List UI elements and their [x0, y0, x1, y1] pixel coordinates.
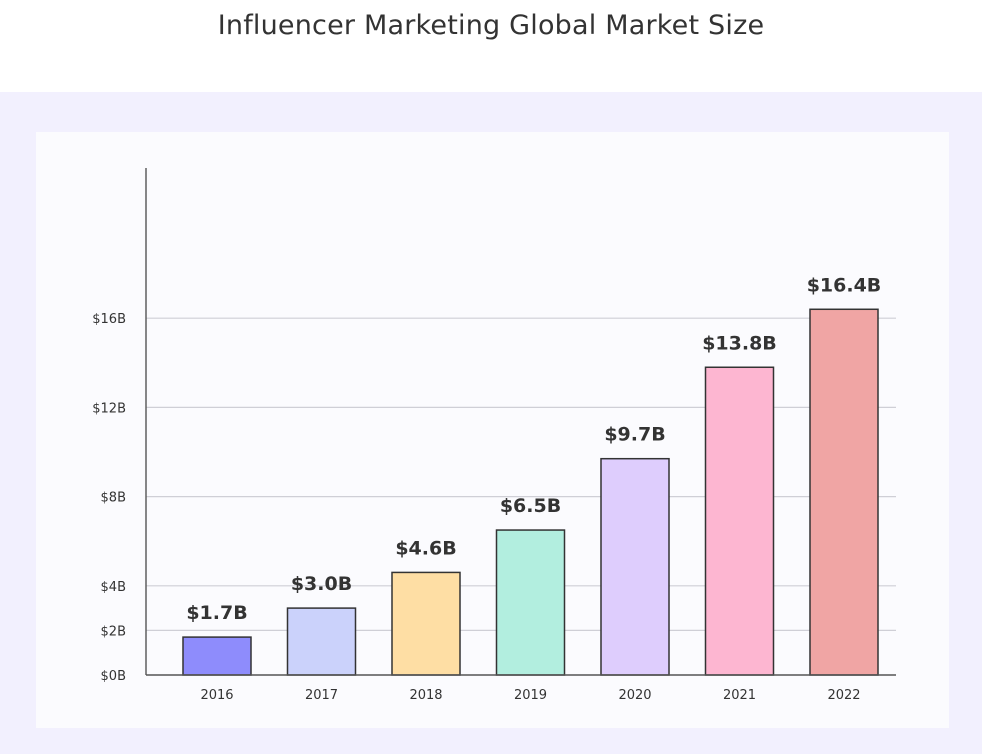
bar-2016	[182, 636, 252, 676]
x-tick-label: 2016	[200, 688, 233, 703]
x-tick-label: 2017	[305, 688, 338, 703]
x-tick-label: 2021	[723, 688, 756, 703]
bar-2021	[704, 366, 775, 676]
data-label: $3.0B	[291, 573, 352, 595]
data-label: $9.7B	[604, 424, 665, 446]
bar-2020	[600, 457, 670, 676]
data-label: $1.7B	[186, 602, 247, 624]
data-label: $16.4B	[807, 274, 882, 296]
data-label: $6.5B	[500, 495, 561, 517]
y-tick-label: $12B	[92, 401, 126, 416]
y-tick-label: $2B	[101, 624, 126, 639]
y-tick-label: $0B	[101, 669, 126, 684]
bar-2019	[495, 529, 566, 676]
data-label: $4.6B	[395, 537, 456, 559]
chart-title: Influencer Marketing Global Market Size	[217, 10, 765, 41]
y-tick-label: $4B	[101, 580, 126, 595]
data-label: $13.8B	[702, 332, 777, 354]
x-tick-label: 2018	[409, 688, 442, 703]
y-tick-label: $8B	[101, 491, 126, 506]
bar-2022	[809, 308, 879, 676]
x-tick-label: 2020	[618, 688, 651, 703]
x-tick-label: 2022	[827, 688, 860, 703]
bar-2018	[391, 571, 461, 676]
y-tick-label: $16B	[92, 312, 126, 327]
x-tick-label: 2019	[514, 688, 547, 703]
chart-inner-panel	[36, 132, 949, 728]
bar-2017	[286, 607, 357, 676]
